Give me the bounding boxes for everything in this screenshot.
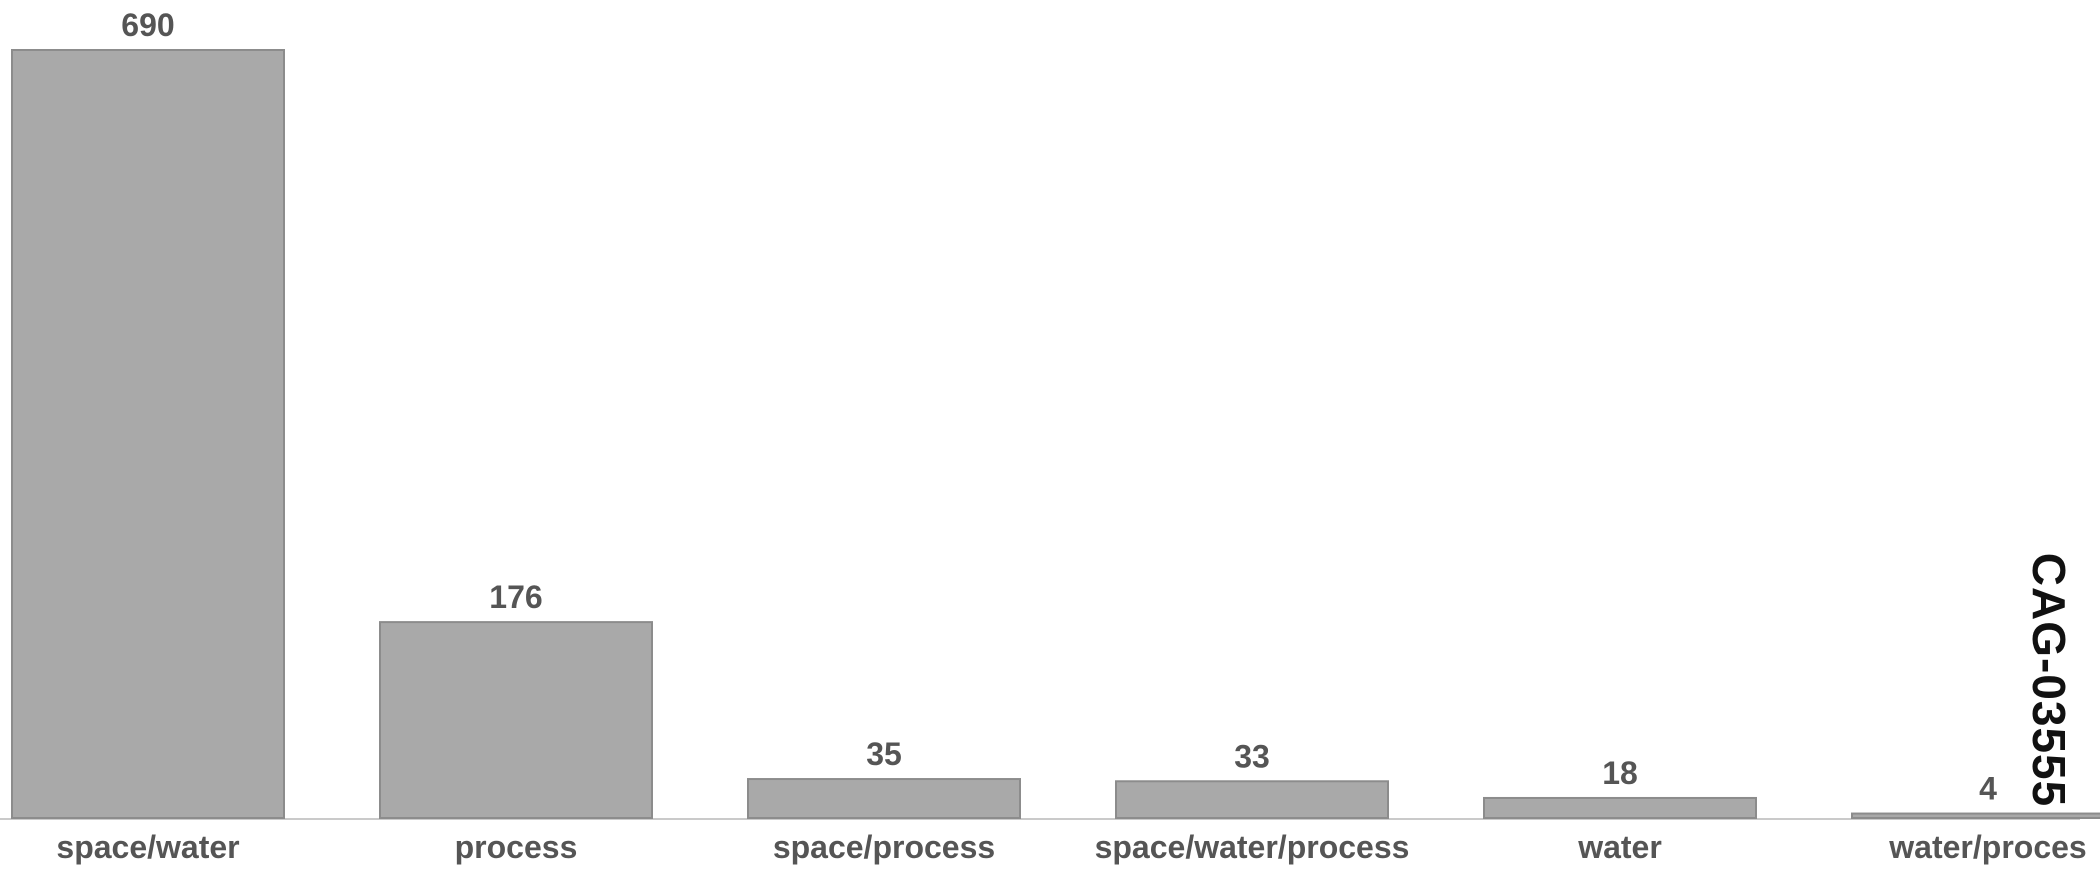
- bar-4: [1483, 796, 1757, 819]
- document-stamp: CAG-03555: [2023, 530, 2075, 830]
- stamp-text: CAG-03555: [2023, 552, 2076, 808]
- category-label-1: process: [455, 829, 578, 865]
- bar-3: [1115, 780, 1389, 820]
- bar-0: [11, 49, 285, 819]
- bar-1: [379, 621, 653, 820]
- value-label-3: 33: [1234, 738, 1270, 774]
- value-label-0: 690: [121, 7, 174, 43]
- category-label-2: space/process: [773, 829, 995, 865]
- category-label-4: water: [1577, 829, 1662, 865]
- bar-2: [747, 778, 1021, 819]
- value-label-2: 35: [866, 736, 902, 772]
- value-label-4: 18: [1602, 755, 1638, 791]
- category-label-5: water/proces: [1888, 829, 2086, 865]
- value-label-1: 176: [489, 579, 542, 615]
- value-label-5: 4: [1979, 771, 1997, 807]
- bar-5: [1851, 812, 2100, 820]
- category-label-3: space/water/process: [1095, 829, 1410, 865]
- category-label-0: space/water: [56, 829, 239, 865]
